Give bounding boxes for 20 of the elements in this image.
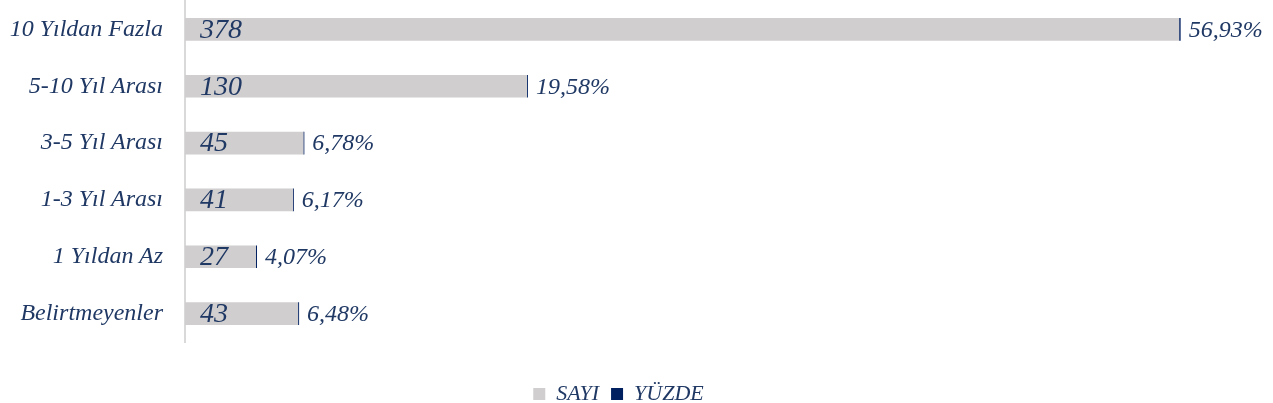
y-tick-label: 5-10 Yıl Arası bbox=[28, 71, 163, 98]
data-label: 45 bbox=[200, 126, 228, 158]
data-label: 6,17% bbox=[301, 186, 364, 213]
data-label: 378 bbox=[199, 12, 242, 44]
data-label: 19,58% bbox=[535, 72, 610, 99]
y-tick-label: 10 Yıldan Fazla bbox=[9, 14, 163, 41]
legend-label: SAYI bbox=[556, 379, 601, 403]
data-label: 27 bbox=[200, 240, 229, 272]
y-tick-label: 1 Yıldan Az bbox=[52, 242, 164, 269]
y-tick-label: 1-3 Yıl Arası bbox=[40, 185, 163, 212]
data-label: 6,78% bbox=[312, 129, 375, 156]
data-label: 6,48% bbox=[307, 299, 370, 326]
data-label: 4,07% bbox=[265, 243, 328, 270]
data-label: 56,93% bbox=[1188, 15, 1263, 42]
data-label: 130 bbox=[200, 69, 242, 101]
y-tick-label: 3-5 Yıl Arası bbox=[39, 128, 163, 155]
data-label: 43 bbox=[200, 296, 228, 328]
legend-label: YÜZDE bbox=[634, 379, 705, 403]
data-label: 41 bbox=[200, 183, 228, 215]
y-tick-label: Belirtmeyenler bbox=[20, 298, 164, 325]
